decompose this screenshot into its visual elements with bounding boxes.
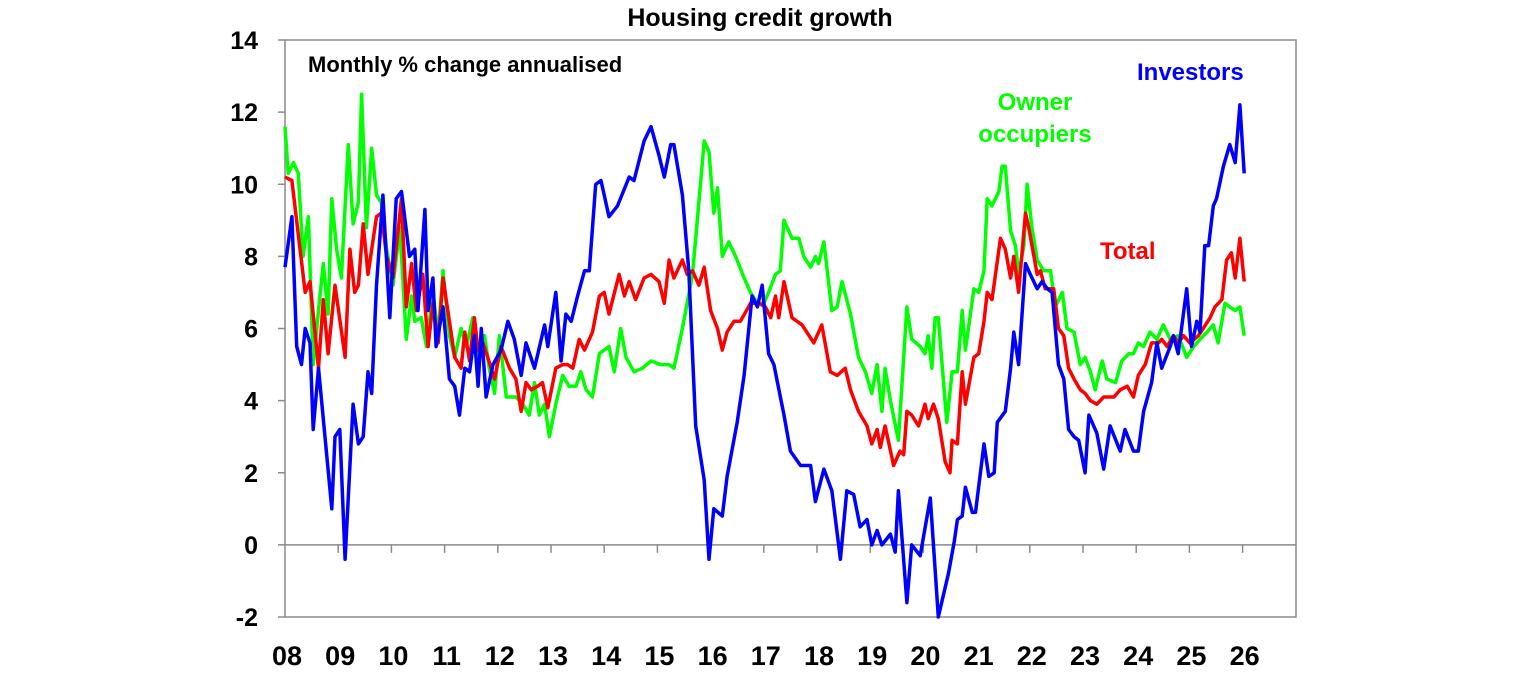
x-tick-label: 14 bbox=[591, 641, 621, 671]
x-tick-label: 22 bbox=[1017, 641, 1047, 671]
series-line-total bbox=[284, 175, 1246, 475]
x-tick-label: 08 bbox=[272, 641, 302, 671]
series-lines bbox=[283, 92, 1246, 619]
x-tick-label: 11 bbox=[432, 641, 461, 671]
y-tick-label: 8 bbox=[244, 243, 258, 271]
x-tick-label: 21 bbox=[964, 641, 994, 671]
y-tick-label: -2 bbox=[236, 604, 258, 632]
label-total: Total bbox=[1100, 238, 1156, 265]
label-owner-occupiers-line: occupiers bbox=[978, 121, 1091, 148]
y-tick-label: 4 bbox=[244, 388, 258, 416]
x-axis: 08 09 10 11 12 13 14 15 16 17 18 19 20 21 22 23 24 25 26 bbox=[272, 544, 1296, 671]
label-owner-occupiers: Owner occupiers bbox=[978, 89, 1091, 148]
label-owner-occupiers-line: Owner bbox=[998, 89, 1073, 116]
y-tick-label: 6 bbox=[244, 316, 258, 344]
y-axis: -2 0 2 4 6 8 10 12 14 bbox=[230, 27, 285, 632]
x-tick-label: 12 bbox=[485, 641, 515, 671]
chart-subtitle: Monthly % change annualised bbox=[308, 52, 622, 77]
x-tick-label: 18 bbox=[804, 641, 834, 671]
x-tick-label: 17 bbox=[751, 641, 781, 671]
x-tick-label: 19 bbox=[857, 641, 887, 671]
label-investors: Investors bbox=[1137, 59, 1244, 86]
y-tick-label: 0 bbox=[244, 532, 258, 560]
x-tick-label: 15 bbox=[644, 641, 674, 671]
x-tick-label: 13 bbox=[538, 641, 568, 671]
x-tick-label: 10 bbox=[378, 641, 408, 671]
x-tick-label: 26 bbox=[1230, 641, 1260, 671]
x-tick-label: 16 bbox=[698, 641, 728, 671]
series-line-owner-occupiers bbox=[283, 92, 1246, 443]
x-tick-label: 23 bbox=[1070, 641, 1100, 671]
y-tick-label: 10 bbox=[230, 171, 258, 199]
chart-title: Housing credit growth bbox=[627, 4, 892, 32]
x-tick-label: 25 bbox=[1176, 641, 1206, 671]
series-line-investors bbox=[283, 103, 1246, 619]
y-tick-label: 12 bbox=[230, 99, 258, 127]
x-tick-label: 20 bbox=[910, 641, 940, 671]
x-tick-label: 09 bbox=[325, 641, 355, 671]
x-tick-label: 24 bbox=[1123, 641, 1153, 671]
y-tick-label: 14 bbox=[230, 27, 258, 55]
y-tick-label: 2 bbox=[244, 460, 258, 488]
